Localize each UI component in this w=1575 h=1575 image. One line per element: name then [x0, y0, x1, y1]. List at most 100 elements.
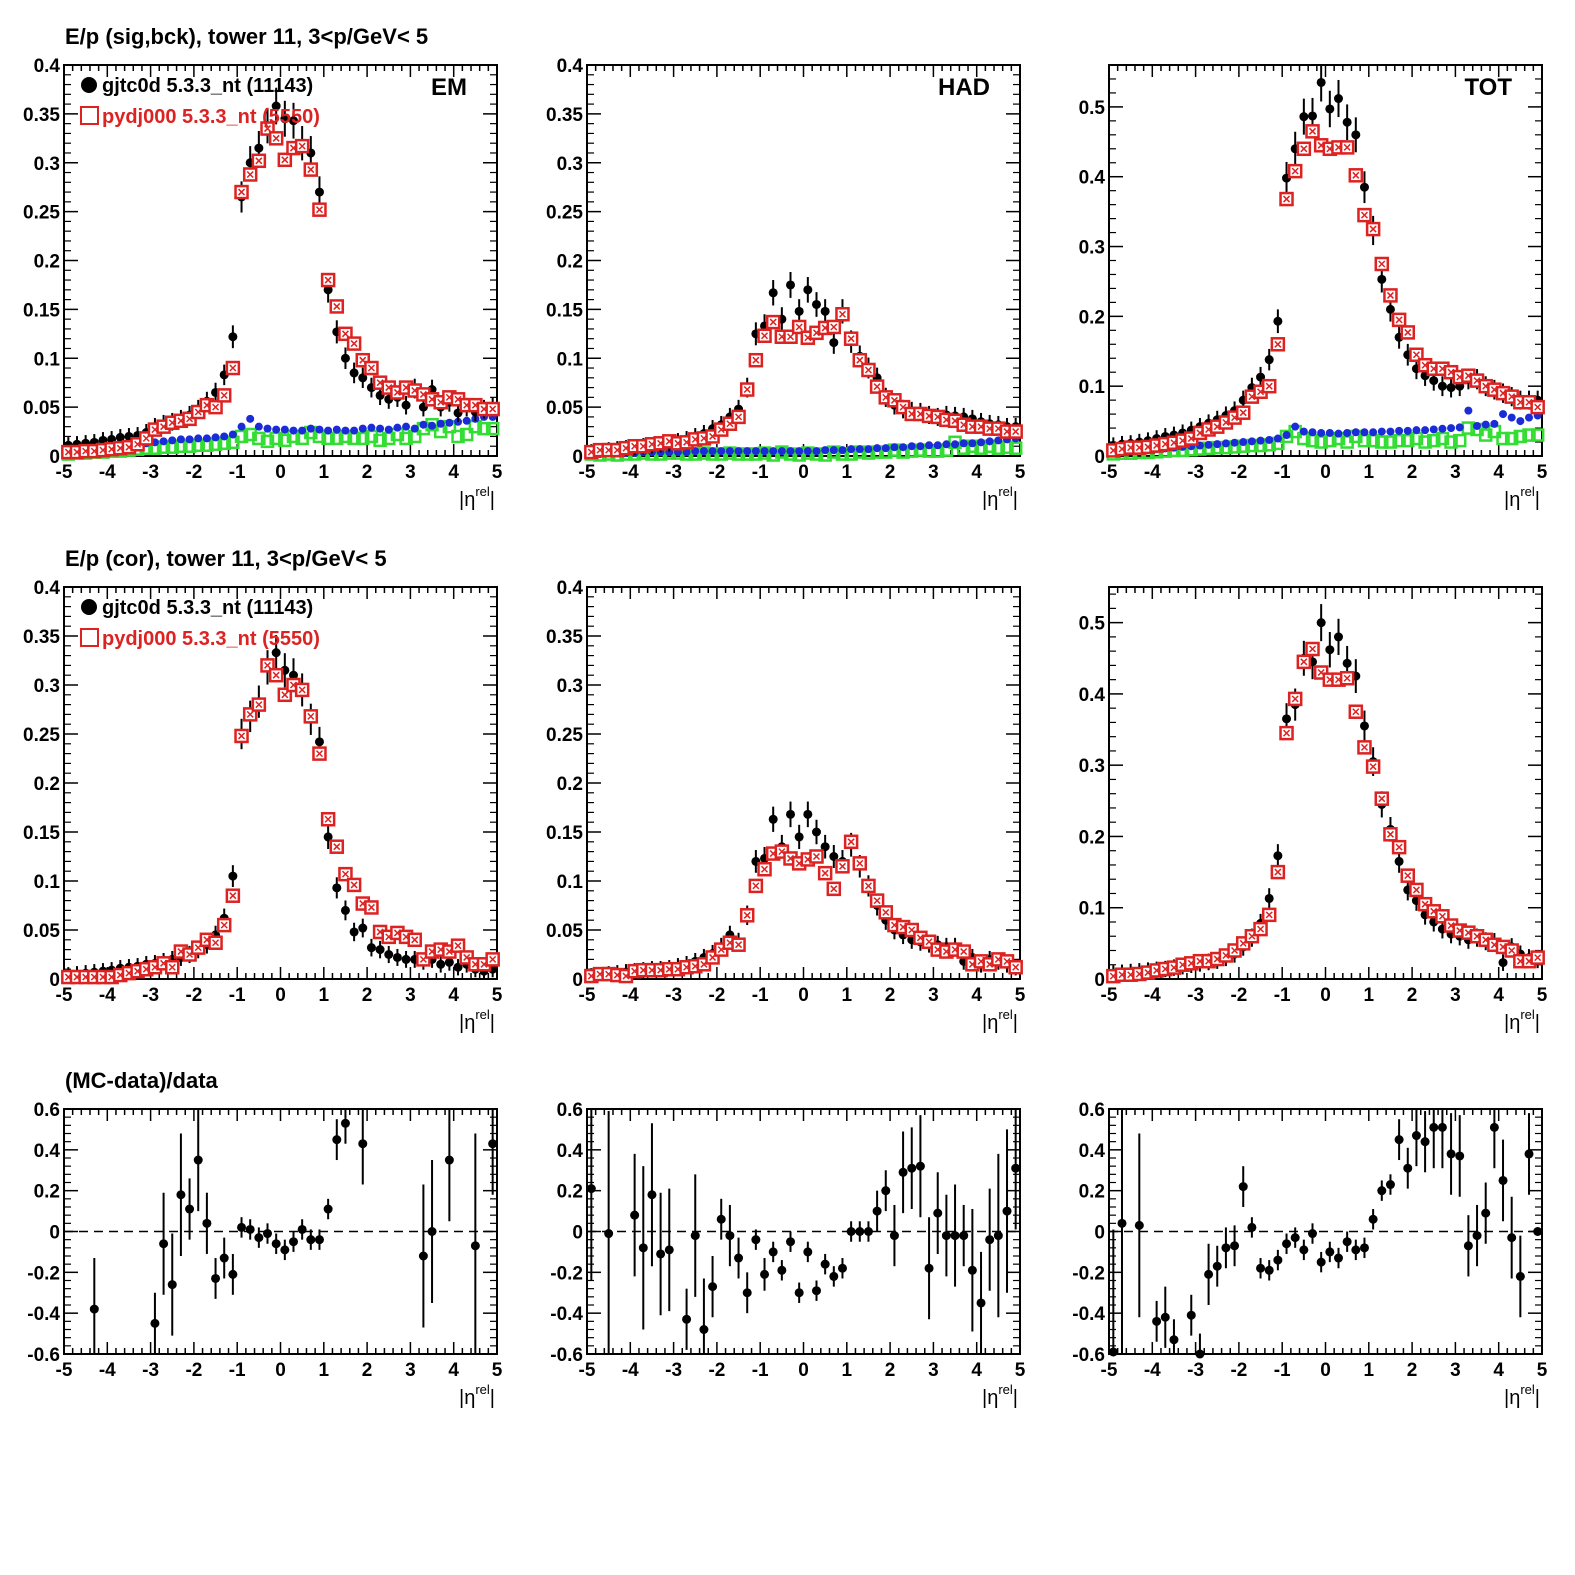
y-tick-label: 0.3 [34, 676, 60, 697]
data-point [418, 1251, 428, 1261]
x-tick-label: 3 [1450, 1360, 1461, 1381]
x-tick-label: 0 [798, 1360, 809, 1381]
mc-point-cross [769, 318, 777, 326]
background-data-point [725, 447, 734, 456]
data-point [323, 832, 333, 842]
data-point [1264, 893, 1274, 903]
mc-point-cross [864, 882, 872, 890]
mc-point-cross [411, 936, 419, 944]
data-point [228, 332, 238, 342]
series-mc [584, 834, 1023, 984]
background-data-point [1351, 428, 1360, 437]
y-tick-label: -0.2 [550, 1263, 583, 1284]
x-tick-label: 5 [1537, 462, 1548, 483]
mc-point-cross [821, 869, 829, 877]
mc-point-cross [1438, 912, 1446, 920]
data-point [314, 1235, 324, 1245]
data-point [820, 842, 830, 852]
x-tick-label: 2 [885, 462, 896, 483]
background-data-point [159, 437, 168, 446]
x-tick-label: -2 [708, 462, 725, 483]
mc-point-cross [272, 671, 280, 679]
data-point [1489, 1122, 1499, 1132]
x-tick-label: -5 [1101, 462, 1118, 483]
y-tick-label: 0.2 [1079, 307, 1105, 328]
x-tick-label: 3 [405, 462, 416, 483]
data-point [176, 1190, 186, 1200]
x-tick-label: 0 [798, 985, 809, 1006]
mc-point-cross [263, 661, 272, 669]
panel-EM-ratio: -5 -4 -3 -2 -1 0 1 2 3 4 5 -0.6 -0.4 -0.2 0 0.2 0.4 0.6 |η… [27, 1100, 502, 1409]
background-mc-point [1427, 433, 1441, 448]
y-tick-label: 0.6 [557, 1100, 583, 1121]
panel-TOT-ratio: -5 -4 -3 -2 -1 0 1 2 3 4 5 -0.6 -0.4 -0.2 0 0.2 0.4 0.6 |η… [1072, 1100, 1547, 1409]
data-point [959, 1231, 969, 1241]
data-point [375, 945, 385, 955]
mc-point-cross [168, 963, 176, 971]
x-tick-label: -5 [56, 462, 73, 483]
background-mc-point [252, 431, 266, 446]
x-tick-label: -5 [56, 985, 73, 1006]
x-tick-label: -4 [1144, 1360, 1161, 1381]
mc-point-cross [220, 921, 228, 929]
y-tick-label: 0.1 [34, 872, 61, 893]
x-tick-label: 5 [1015, 1360, 1026, 1381]
x-tick-label: -4 [622, 462, 639, 483]
background-data-point [402, 422, 411, 431]
background-data-point [855, 445, 864, 454]
data-point [1299, 1245, 1309, 1255]
mc-point-cross [1300, 145, 1308, 153]
mc-point-cross [752, 356, 760, 364]
background-data-point [1239, 438, 1248, 447]
background-data-point [777, 447, 786, 456]
background-mc-point [1444, 435, 1458, 449]
data-point [358, 373, 368, 383]
mc-point-cross [1395, 843, 1403, 851]
x-tick-label: 5 [492, 985, 503, 1006]
data-point [760, 1269, 770, 1279]
mc-point-cross [735, 413, 743, 421]
legend-mc-label: pydj000 5.3.3_nt (5550) [102, 628, 320, 650]
background-data-point [933, 441, 942, 450]
data-point [1316, 618, 1326, 628]
x-tick-label: 0 [275, 985, 286, 1006]
background-data-point [246, 414, 255, 423]
data-point [314, 737, 324, 747]
series-mc [1106, 124, 1545, 458]
mc-point-cross [298, 686, 306, 694]
x-axis-label: |ηrel| [459, 1382, 495, 1409]
y-tick-label: 0.5 [1079, 98, 1106, 119]
y-tick-label: 0.4 [1079, 168, 1106, 189]
background-mc-point [278, 433, 292, 448]
background-data-point [881, 444, 890, 453]
series-data_bck [64, 412, 497, 458]
background-mc-point [1496, 431, 1510, 446]
x-tick-label: -3 [665, 985, 682, 1006]
data-point [288, 116, 298, 126]
y-tick-label: 0.35 [23, 627, 60, 648]
background-mc-point [243, 427, 257, 442]
mc-point-cross [1404, 328, 1412, 336]
x-tick-label: -3 [665, 462, 682, 483]
y-tick-label: 0.3 [1079, 238, 1105, 259]
mc-point-cross [1412, 351, 1420, 359]
mc-point-cross [1386, 291, 1394, 299]
background-data-point [1230, 438, 1239, 447]
data-point [794, 306, 804, 316]
y-tick-label: 0 [49, 970, 60, 991]
x-tick-label: 2 [362, 462, 373, 483]
y-tick-label: 0 [572, 1223, 583, 1244]
background-data-point [168, 436, 177, 445]
data-point [1204, 1269, 1214, 1279]
corner-label: TOT [1464, 74, 1512, 101]
y-tick-label: 0.25 [23, 203, 60, 224]
mc-point-cross [1352, 708, 1360, 716]
mc-point-cross [786, 333, 795, 341]
mc-point-cross [298, 142, 306, 150]
mc-point-cross [1343, 143, 1351, 151]
y-tick-label: 0 [49, 447, 60, 468]
background-mc-point [459, 427, 474, 442]
background-data-point [272, 425, 281, 434]
mc-point-cross [1343, 674, 1351, 682]
data-point [907, 1163, 917, 1173]
